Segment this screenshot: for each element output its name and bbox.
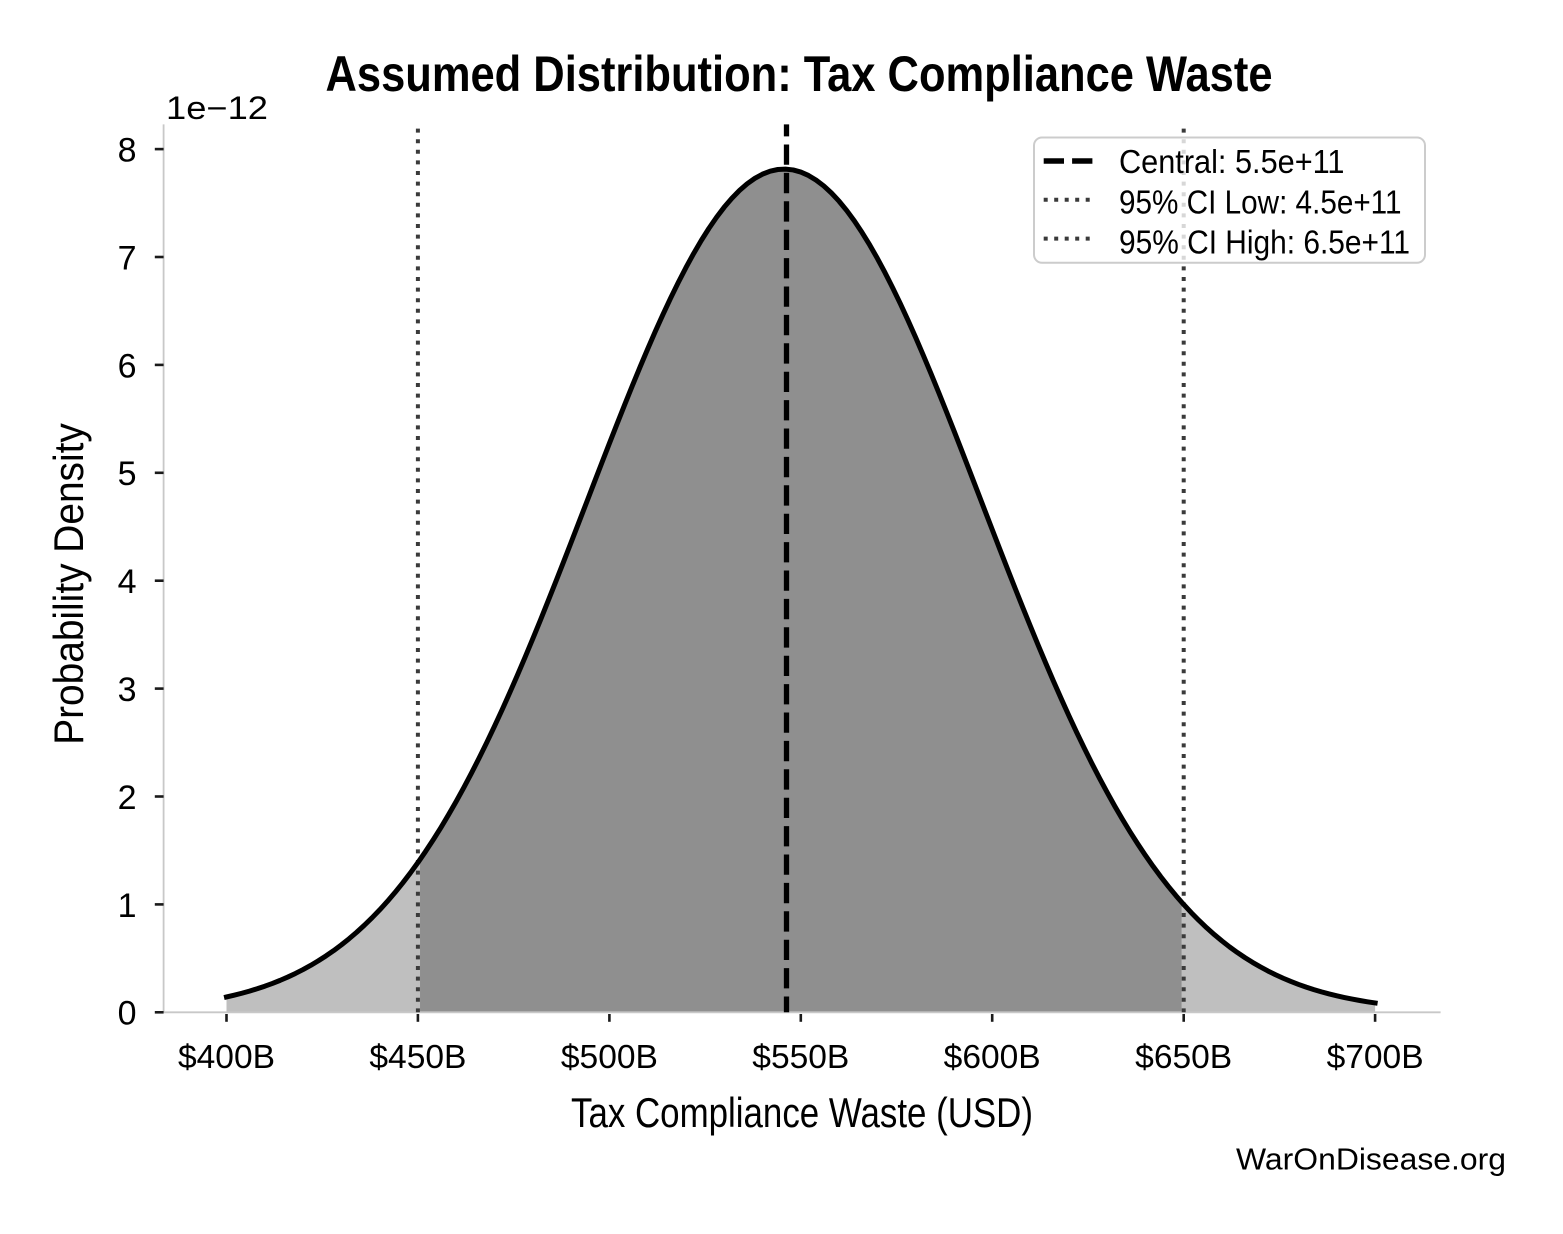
svg-text:Assumed Distribution: Tax Comp: Assumed Distribution: Tax Compliance Was… xyxy=(326,46,1273,102)
svg-text:$500B: $500B xyxy=(561,1038,658,1075)
svg-text:3: 3 xyxy=(118,671,137,709)
svg-text:$650B: $650B xyxy=(1135,1038,1232,1075)
svg-text:$400B: $400B xyxy=(178,1038,275,1075)
svg-text:$600B: $600B xyxy=(944,1038,1041,1075)
svg-text:WarOnDisease.org: WarOnDisease.org xyxy=(1236,1142,1506,1177)
svg-text:4: 4 xyxy=(118,563,137,601)
svg-text:Tax Compliance Waste (USD): Tax Compliance Waste (USD) xyxy=(571,1089,1033,1136)
svg-text:7: 7 xyxy=(118,239,137,277)
svg-text:2: 2 xyxy=(118,779,137,817)
svg-text:0: 0 xyxy=(118,995,137,1033)
svg-text:Probability Density: Probability Density xyxy=(45,423,92,745)
svg-text:1: 1 xyxy=(118,887,137,925)
svg-text:Central: 5.5e+11: Central: 5.5e+11 xyxy=(1119,143,1345,180)
svg-text:95% CI High: 6.5e+11: 95% CI High: 6.5e+11 xyxy=(1119,223,1410,260)
svg-text:5: 5 xyxy=(118,455,137,493)
svg-text:$550B: $550B xyxy=(752,1038,849,1075)
svg-text:$450B: $450B xyxy=(369,1038,466,1075)
svg-text:8: 8 xyxy=(118,132,137,170)
svg-text:6: 6 xyxy=(118,347,137,385)
svg-text:$700B: $700B xyxy=(1327,1038,1424,1075)
svg-text:95% CI Low: 4.5e+11: 95% CI Low: 4.5e+11 xyxy=(1119,184,1402,221)
svg-text:1e−12: 1e−12 xyxy=(166,90,268,126)
